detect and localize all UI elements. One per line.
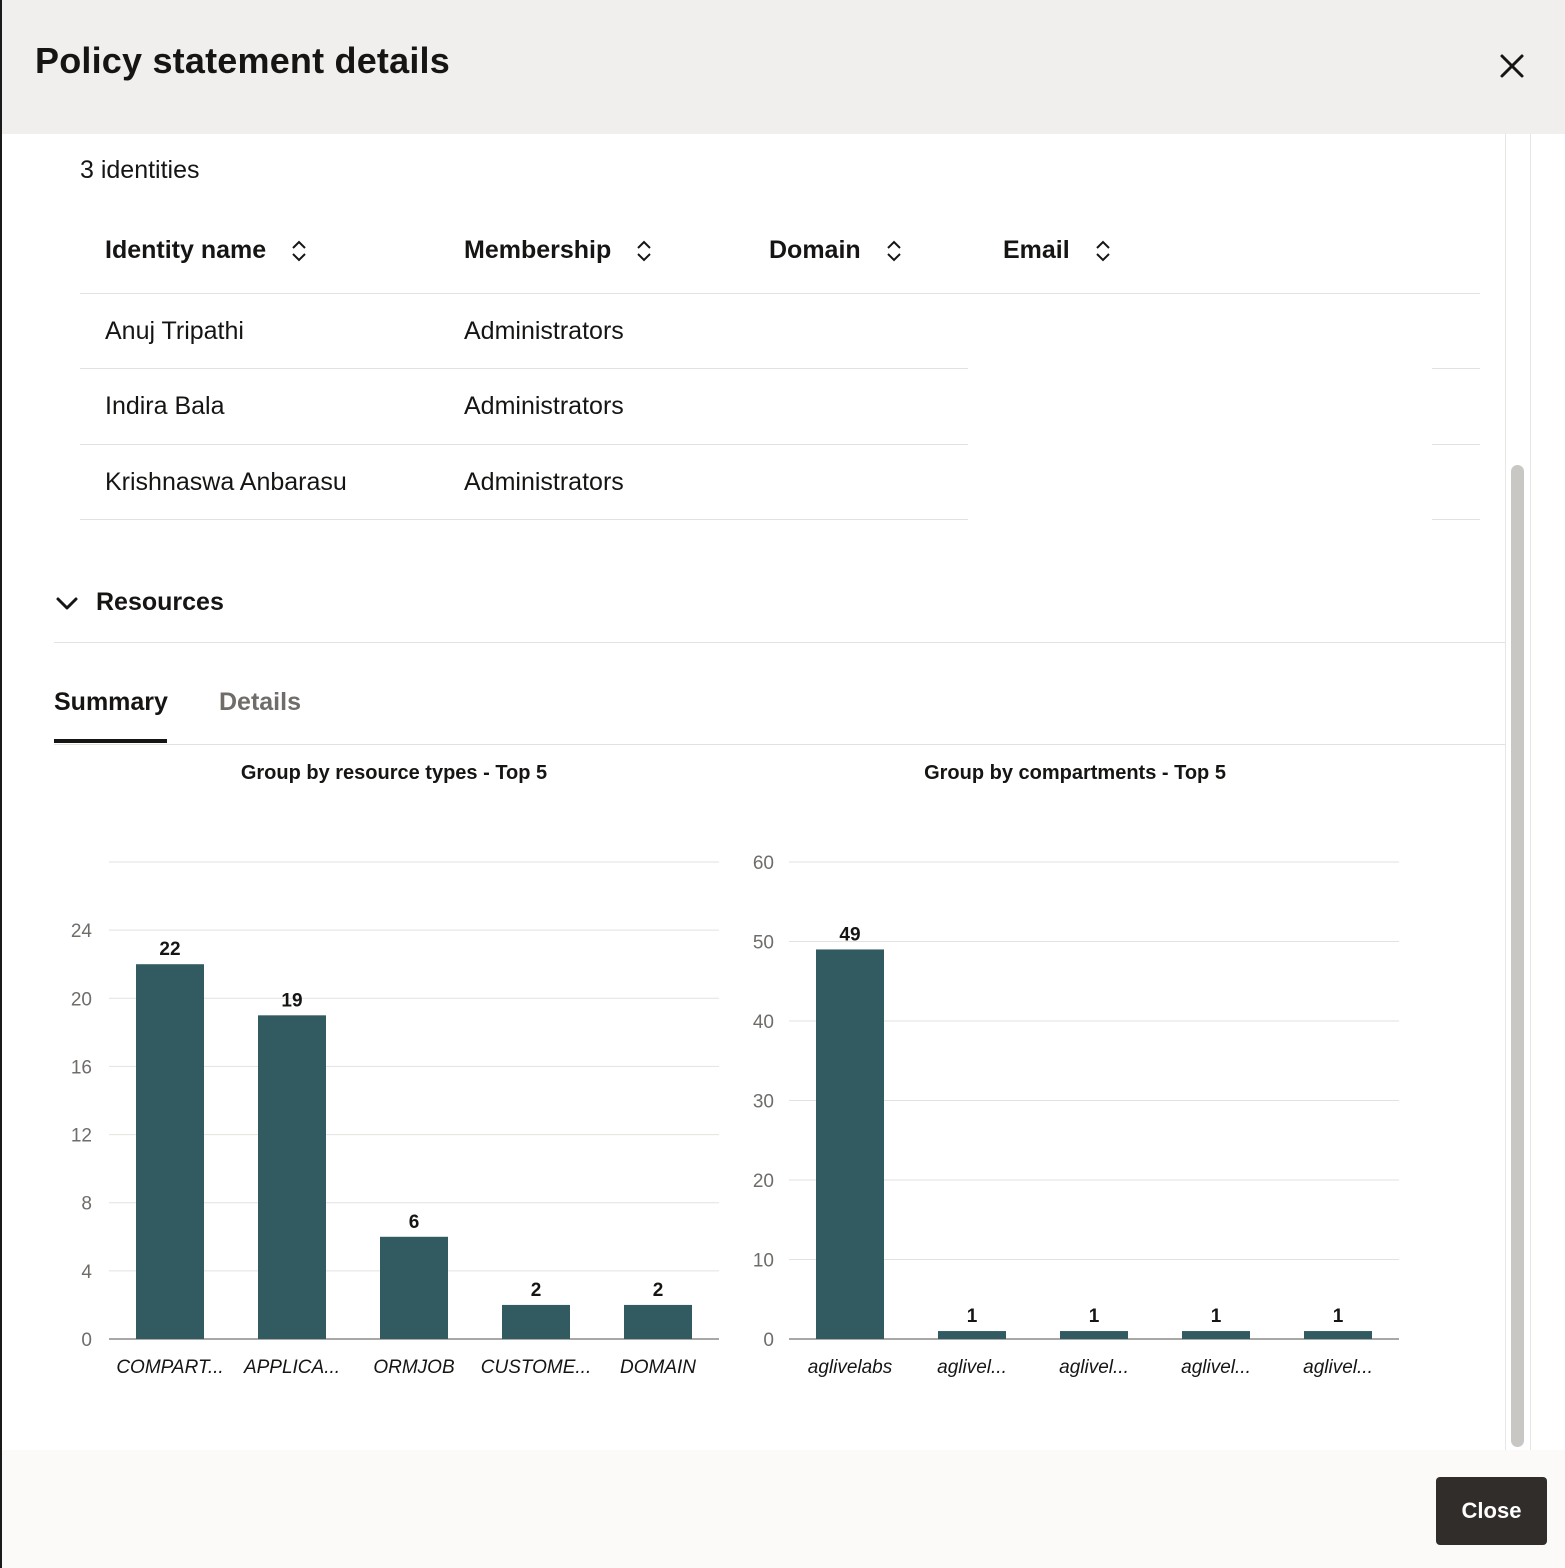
scrollbar-track[interactable] bbox=[1505, 134, 1531, 1450]
data-label: 6 bbox=[409, 1212, 420, 1233]
y-tick-label: 60 bbox=[753, 853, 774, 874]
column-header-membership[interactable]: Membership bbox=[464, 236, 653, 265]
data-label: 1 bbox=[1333, 1306, 1344, 1327]
column-header-domain[interactable]: Domain bbox=[769, 236, 903, 265]
column-header-label: Email bbox=[1003, 236, 1070, 264]
x-tick-label: CUSTOME... bbox=[481, 1357, 592, 1378]
y-tick-label: 10 bbox=[753, 1251, 774, 1272]
cell-identity-name: Anuj Tripathi bbox=[105, 317, 244, 345]
chevron-down-icon bbox=[56, 597, 78, 609]
chart-compartments: 0 10 20 30 40 50 60 49 aglivelabs 1 aglivel... 1 agl… bbox=[753, 853, 1399, 1378]
row-divider bbox=[80, 368, 968, 369]
y-tick-label: 16 bbox=[71, 1057, 92, 1078]
cell-identity-name: Indira Bala bbox=[105, 392, 225, 420]
cell-identity-name: Krishnaswa Anbarasu bbox=[105, 468, 347, 496]
row-divider bbox=[80, 444, 968, 445]
tabs-divider bbox=[54, 744, 1505, 745]
bar bbox=[380, 1236, 448, 1339]
data-label: 19 bbox=[281, 990, 302, 1011]
sort-icon[interactable] bbox=[885, 239, 903, 263]
active-tab-indicator bbox=[54, 739, 167, 743]
column-header-email[interactable]: Email bbox=[1003, 236, 1112, 265]
sort-icon[interactable] bbox=[1094, 239, 1112, 263]
bar bbox=[258, 1015, 326, 1339]
data-label: 1 bbox=[1089, 1306, 1100, 1327]
bar bbox=[1182, 1331, 1250, 1339]
resources-section-label: Resources bbox=[96, 588, 224, 616]
row-divider bbox=[80, 519, 968, 520]
data-label: 1 bbox=[967, 1306, 978, 1327]
bar bbox=[502, 1304, 570, 1339]
y-tick-label: 4 bbox=[81, 1262, 92, 1283]
x-tick-label: aglivel... bbox=[1303, 1357, 1373, 1378]
chart-title-compartments: Group by compartments - Top 5 bbox=[924, 762, 1226, 784]
x-tick-label: APPLICA... bbox=[243, 1357, 340, 1378]
dialog-footer bbox=[2, 1450, 1565, 1568]
dialog-header: Policy statement details bbox=[2, 0, 1565, 134]
sort-icon[interactable] bbox=[635, 239, 653, 263]
data-label: 1 bbox=[1211, 1306, 1222, 1327]
cell-membership: Administrators bbox=[464, 392, 624, 420]
tab-details[interactable]: Details bbox=[219, 688, 301, 716]
bar bbox=[1304, 1331, 1372, 1339]
y-tick-label: 0 bbox=[81, 1330, 92, 1351]
column-header-identity-name[interactable]: Identity name bbox=[105, 236, 308, 265]
scrollbar-thumb[interactable] bbox=[1511, 465, 1524, 1447]
close-button[interactable]: Close bbox=[1436, 1477, 1547, 1545]
bar bbox=[136, 964, 204, 1339]
y-tick-label: 40 bbox=[753, 1012, 774, 1033]
column-header-label: Membership bbox=[464, 236, 612, 264]
y-tick-label: 12 bbox=[71, 1126, 92, 1147]
y-tick-label: 50 bbox=[753, 933, 774, 954]
y-tick-label: 0 bbox=[763, 1330, 774, 1351]
y-tick-label: 20 bbox=[71, 989, 92, 1010]
bar bbox=[938, 1331, 1006, 1339]
column-header-label: Domain bbox=[769, 236, 861, 264]
section-divider bbox=[54, 642, 1505, 643]
cell-membership: Administrators bbox=[464, 468, 624, 496]
row-divider bbox=[1432, 444, 1480, 445]
y-tick-label: 8 bbox=[81, 1194, 92, 1215]
x-tick-label: ORMJOB bbox=[373, 1357, 455, 1378]
column-header-label: Identity name bbox=[105, 236, 267, 264]
y-tick-label: 24 bbox=[71, 921, 93, 942]
y-tick-label: 30 bbox=[753, 1092, 774, 1113]
y-tick-label: 20 bbox=[753, 1171, 774, 1192]
bar bbox=[1060, 1331, 1128, 1339]
chart-title-resource-types: Group by resource types - Top 5 bbox=[240, 762, 548, 784]
tab-summary[interactable]: Summary bbox=[54, 688, 168, 716]
x-tick-label: aglivel... bbox=[1181, 1357, 1251, 1378]
chart-resource-types: 0481216202422COMPART...19APPLICA...6ORMJ… bbox=[71, 861, 719, 1378]
x-tick-label: DOMAIN bbox=[620, 1357, 696, 1378]
data-label: 2 bbox=[653, 1280, 664, 1301]
x-tick-label: COMPART... bbox=[116, 1357, 223, 1378]
bar bbox=[624, 1304, 692, 1339]
row-divider bbox=[1432, 519, 1480, 520]
sort-icon[interactable] bbox=[290, 239, 308, 263]
cell-membership: Administrators bbox=[464, 317, 624, 345]
x-tick-label: aglivel... bbox=[937, 1357, 1007, 1378]
x-tick-label: aglivelabs bbox=[808, 1357, 893, 1378]
row-divider bbox=[1432, 368, 1480, 369]
data-label: 2 bbox=[531, 1280, 542, 1301]
dialog-title: Policy statement details bbox=[35, 40, 450, 81]
data-label: 49 bbox=[839, 924, 860, 945]
x-tick-label: aglivel... bbox=[1059, 1357, 1129, 1378]
bar bbox=[816, 949, 884, 1339]
identities-count: 3 identities bbox=[80, 156, 200, 184]
table-header-divider bbox=[80, 293, 1480, 294]
close-icon[interactable] bbox=[1490, 44, 1534, 88]
resources-section-toggle[interactable]: Resources bbox=[54, 588, 224, 617]
data-label: 22 bbox=[159, 939, 180, 960]
